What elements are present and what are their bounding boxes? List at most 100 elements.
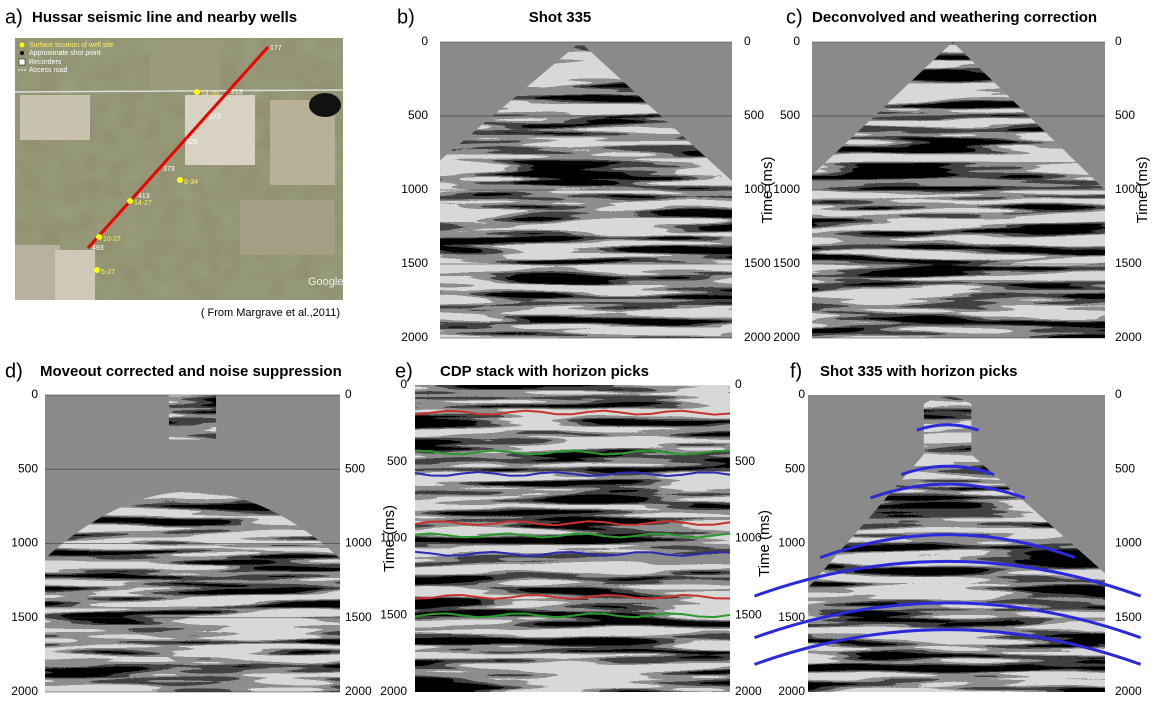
- axis-label: Time (ms): [759, 157, 776, 224]
- y-tick-label: 1000: [735, 531, 762, 545]
- horizon-pick: [414, 532, 731, 539]
- y-tick-label: 500: [345, 461, 365, 475]
- well-label: 8-34: [184, 179, 198, 186]
- horizon-pick: [414, 471, 731, 478]
- y-tick-label: 1000: [744, 182, 771, 196]
- y-tick-label: 1000: [11, 536, 38, 550]
- horizon-pick: [754, 559, 1142, 598]
- y-tick-label: 500: [780, 108, 800, 122]
- y-tick-label: 500: [18, 461, 38, 475]
- panel-title: Shot 335: [529, 9, 592, 26]
- shot-label: 213: [231, 89, 243, 96]
- y-tick-label: 1500: [401, 256, 428, 270]
- panel-label: d): [5, 360, 23, 382]
- well-label: 14-35: [201, 91, 219, 98]
- panel-label: c): [786, 6, 803, 28]
- y-tick-label: 1000: [773, 182, 800, 196]
- y-tick-label: 0: [735, 377, 742, 391]
- y-tick-label: 0: [1115, 34, 1122, 48]
- horizon-pick: [414, 520, 731, 527]
- y-tick-label: 1500: [735, 607, 762, 621]
- y-tick-label: 2000: [778, 684, 805, 698]
- well-label: 5-27: [101, 269, 115, 276]
- y-tick-label: 2000: [401, 330, 428, 344]
- y-tick-label: 0: [1115, 387, 1122, 401]
- y-tick-label: 0: [31, 387, 38, 401]
- y-tick-label: 2000: [735, 684, 762, 698]
- y-tick-label: 500: [785, 461, 805, 475]
- shot-label: 325: [186, 139, 198, 146]
- axis-label: Time (ms): [1134, 157, 1151, 224]
- y-tick-label: 2000: [773, 330, 800, 344]
- y-tick-label: 1000: [1115, 536, 1142, 550]
- y-tick-label: 500: [1115, 461, 1135, 475]
- y-tick-label: 1000: [345, 536, 372, 550]
- legend-text: Surface location of well site: [29, 42, 114, 49]
- seismic-section: [414, 385, 731, 692]
- y-tick-label: 500: [744, 108, 764, 122]
- shot-label: 493: [92, 245, 104, 252]
- y-tick-label: 2000: [380, 684, 407, 698]
- y-tick-label: 2000: [345, 684, 372, 698]
- y-tick-label: 2000: [1115, 330, 1142, 344]
- y-tick-label: 1500: [1115, 256, 1142, 270]
- well-label: 10-27: [103, 236, 121, 243]
- legend-text: Approximate shot point: [29, 50, 101, 57]
- panel-title: Hussar seismic line and nearby wells: [32, 9, 297, 26]
- y-tick-label: 0: [744, 34, 751, 48]
- horizon-pick: [414, 409, 731, 416]
- panel-title: Deconvolved and weathering correction: [812, 9, 1097, 26]
- y-tick-label: 2000: [11, 684, 38, 698]
- credit: ( From Margrave et al.,2011): [201, 307, 340, 319]
- horizon-pick: [414, 449, 731, 456]
- y-tick-label: 1500: [380, 607, 407, 621]
- shot-label: 177: [270, 45, 282, 52]
- shot-label: 413: [138, 193, 150, 200]
- horizon-pick: [916, 423, 979, 432]
- y-tick-label: 1500: [744, 256, 771, 270]
- horizon-pick: [869, 482, 1026, 500]
- horizon-pick: [900, 464, 995, 477]
- panel-label: b): [397, 6, 415, 28]
- map: [14, 38, 344, 300]
- shot-label: 373: [163, 166, 175, 173]
- y-tick-label: 2000: [1115, 684, 1142, 698]
- horizon-pick: [414, 612, 731, 619]
- y-tick-label: 1000: [380, 531, 407, 545]
- panel-title: Shot 335 with horizon picks: [820, 363, 1018, 380]
- y-tick-label: 1000: [778, 536, 805, 550]
- y-tick-label: 500: [1115, 108, 1135, 122]
- shot-label: 273: [209, 114, 221, 121]
- panel-label: f): [790, 360, 802, 382]
- y-tick-label: 0: [793, 34, 800, 48]
- y-tick-label: 1000: [1115, 182, 1142, 196]
- legend-text: Access road: [29, 67, 68, 74]
- y-tick-label: 2000: [744, 330, 771, 344]
- y-tick-label: 0: [400, 377, 407, 391]
- trace-texture: [415, 385, 730, 692]
- y-tick-label: 1500: [1115, 610, 1142, 624]
- panel-title: Moveout corrected and noise suppression: [40, 363, 342, 380]
- y-tick-label: 1500: [778, 610, 805, 624]
- horizon-pick: [754, 601, 1142, 640]
- horizon-pick: [754, 628, 1142, 666]
- y-tick-label: 500: [408, 108, 428, 122]
- well-label: 14-27: [134, 200, 152, 207]
- panel-label: e): [395, 360, 413, 382]
- panel-label: a): [5, 6, 23, 28]
- y-tick-label: 0: [421, 34, 428, 48]
- legend-text: Recorders: [29, 59, 62, 66]
- y-tick-label: 1500: [345, 610, 372, 624]
- watermark: Google: [308, 276, 343, 288]
- y-tick-label: 500: [735, 454, 755, 468]
- y-tick-label: 1500: [773, 256, 800, 270]
- horizon-pick: [819, 533, 1076, 559]
- y-tick-label: 1000: [401, 182, 428, 196]
- y-tick-label: 0: [798, 387, 805, 401]
- horizon-pick: [414, 593, 731, 600]
- seismic-section: [754, 395, 1142, 692]
- y-tick-label: 500: [387, 454, 407, 468]
- horizon-pick: [414, 550, 731, 557]
- panel-title: CDP stack with horizon picks: [440, 363, 649, 380]
